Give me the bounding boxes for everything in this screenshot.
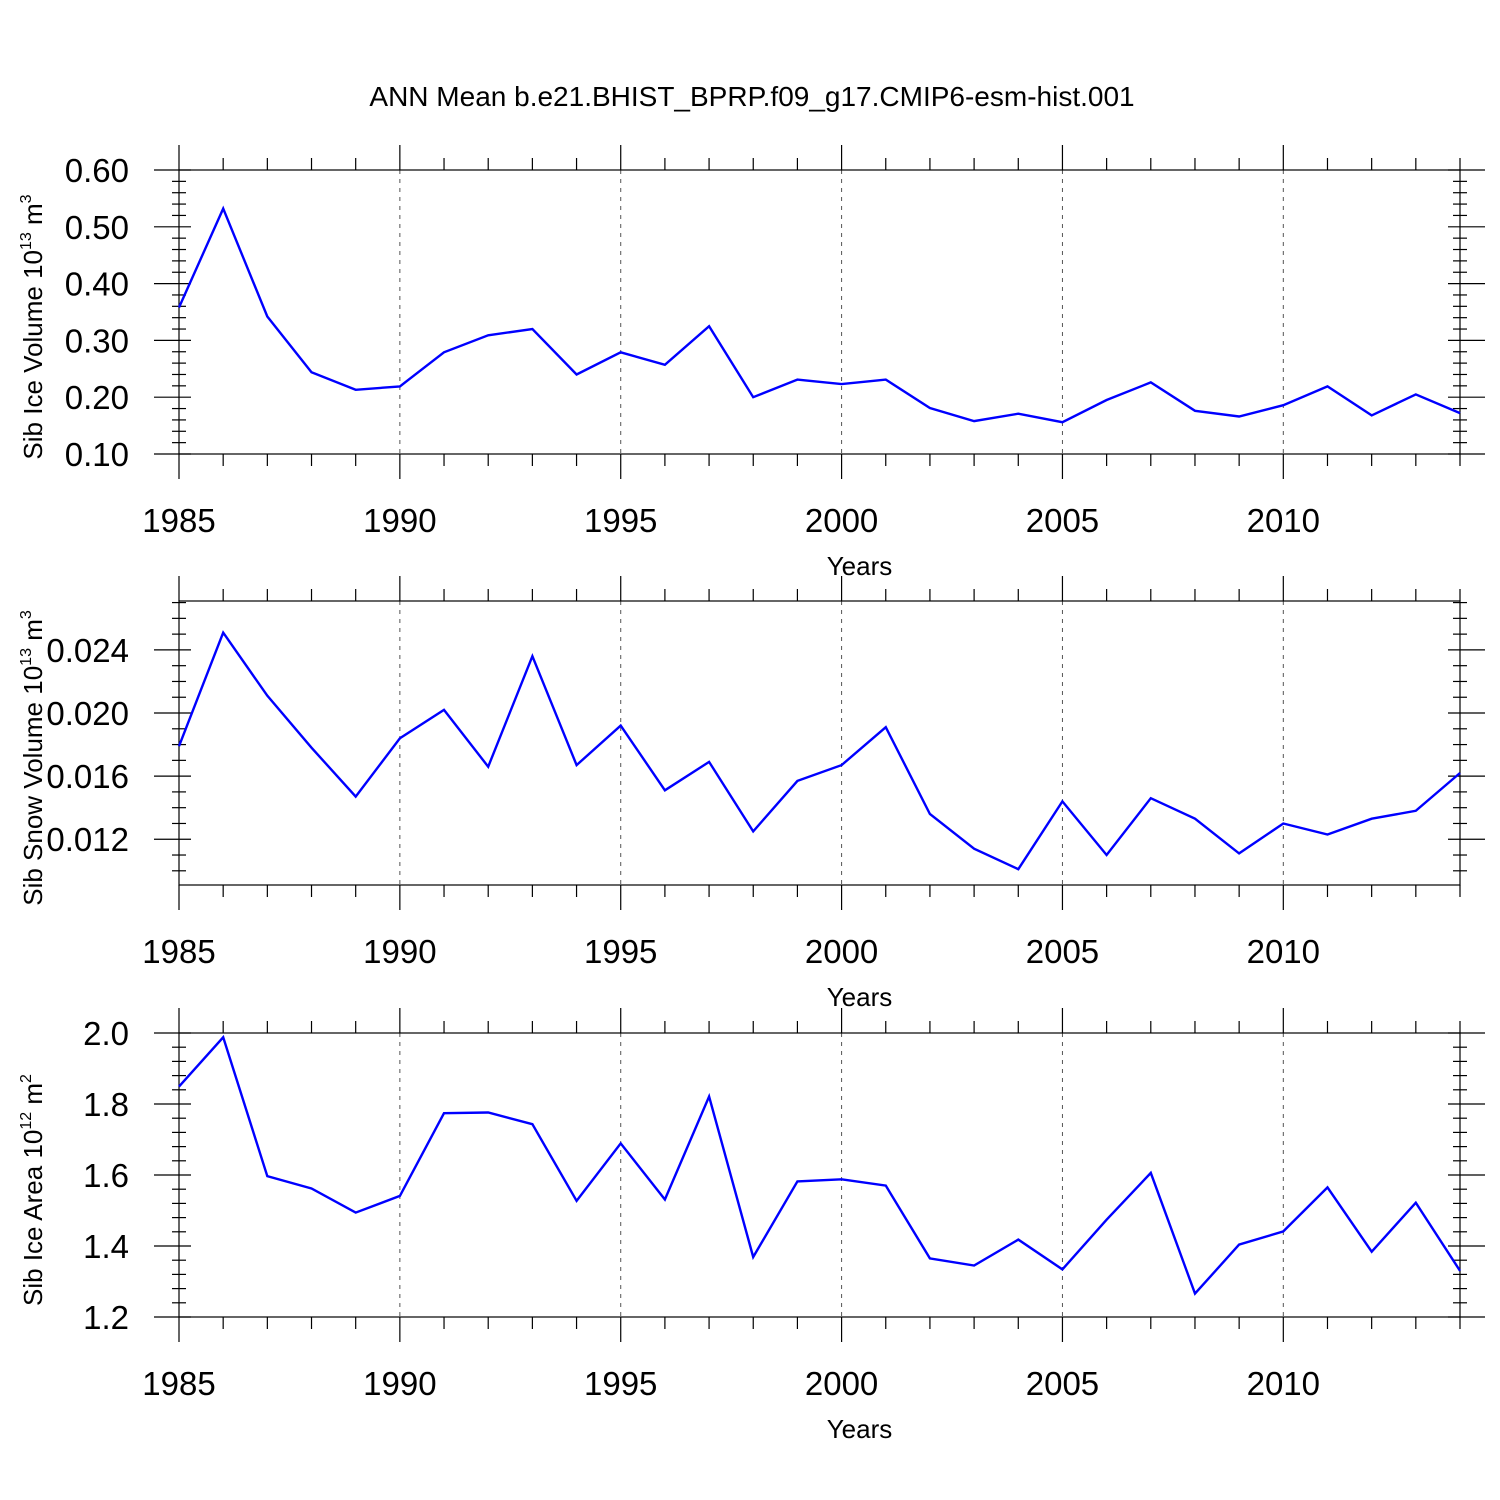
x-tick-label: 1995 [584,502,657,539]
y-tick-label: 1.2 [83,1299,129,1336]
y-tick-label: 0.30 [65,322,129,359]
x-tick-label: 2010 [1247,933,1320,970]
y-tick-label: 0.012 [46,821,129,858]
series-line-ice-area [178,1034,1462,1296]
x-tick-label: 1995 [584,933,657,970]
series-line-snow-volume [177,630,1461,871]
x-tick-label: 2005 [1026,933,1099,970]
y-tick-label: 0.40 [65,266,129,303]
x-tick-label: 2000 [805,933,878,970]
plot-frame [178,600,1461,886]
x-tick-label: 2005 [1026,1365,1099,1402]
y-tick-label: 0.016 [46,758,129,795]
x-axis-title: Years [827,1414,893,1444]
x-axis-title: Years [827,551,893,581]
x-tick-label: 1990 [363,502,436,539]
chart-panel-ice-area: 1985 1990 1995 2000 2005 2010 1.2 1.4 1.6 1.8 2.0 Y… [18,1008,1485,1444]
plot-frame [178,1032,1461,1318]
y-tick-label: 1.8 [83,1086,129,1123]
chart-title: ANN Mean b.e21.BHIST_BPRP.f09_g17.CMIP6-… [369,81,1134,112]
chart-panel-ice-volume: 1985 1990 1995 2000 2005 2010 0.10 0.20 0.30 0.40… [18,145,1485,581]
x-tick-label: 2005 [1026,502,1099,539]
x-tick-label: 1985 [142,1365,215,1402]
y-axis-title: Sib Snow Volume 1013 m3 [18,610,48,906]
x-tick-label: 1985 [142,933,215,970]
series-line-ice-volume [177,205,1461,424]
x-tick-label: 2000 [805,1365,878,1402]
y-tick-label: 0.20 [65,379,129,416]
y-tick-label: 2.0 [83,1015,129,1052]
x-tick-label: 2010 [1247,1365,1320,1402]
x-tick-label: 1995 [584,1365,657,1402]
y-tick-label: 0.020 [46,695,129,732]
y-tick-label: 0.024 [46,632,129,669]
y-tick-label: 1.4 [83,1228,129,1265]
x-tick-label: 1990 [363,933,436,970]
chart-panel-snow-volume: 1985 1990 1995 2000 2005 2010 0.012 0.016 0.020 0… [18,576,1485,1012]
x-tick-label: 2010 [1247,502,1320,539]
x-tick-label: 1985 [142,502,215,539]
plot-frame [178,169,1461,455]
y-tick-label: 1.6 [83,1157,129,1194]
x-axis-title: Years [827,982,893,1012]
y-axis-title: Sib Ice Volume 1013 m3 [18,194,48,459]
y-tick-label: 0.10 [65,436,129,473]
y-tick-label: 0.60 [65,152,129,189]
y-tick-label: 0.50 [65,209,129,246]
x-tick-label: 1990 [363,1365,436,1402]
y-axis-title: Sib Ice Area 1012 m2 [18,1074,48,1306]
x-tick-label: 2000 [805,502,878,539]
